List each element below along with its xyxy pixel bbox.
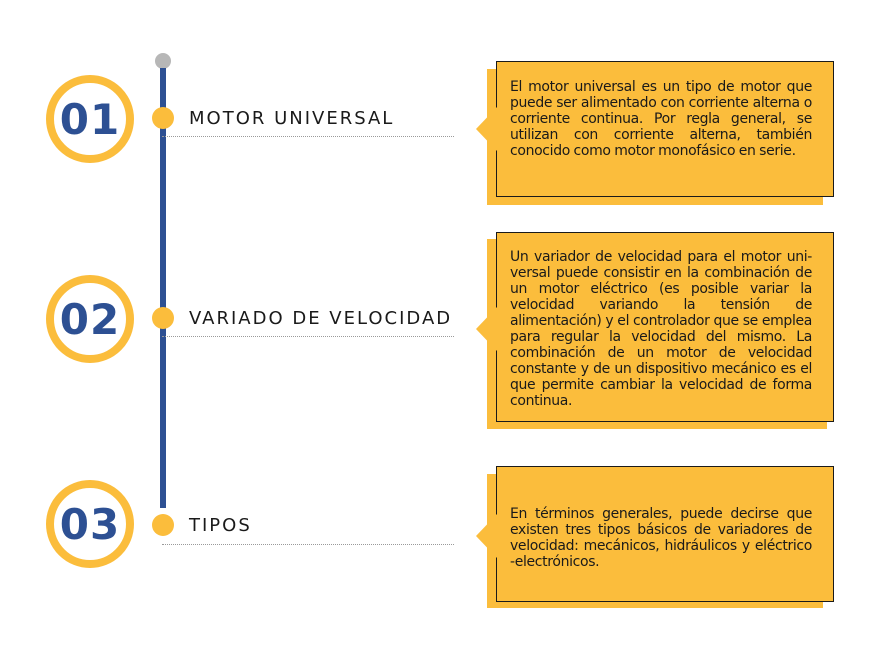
description-card: [496, 232, 834, 422]
step-title: VARIADO DE VELOCIDAD: [189, 308, 453, 329]
step-description: El motor universal es un tipo de motor q…: [510, 79, 812, 159]
card-pointer: [476, 107, 497, 151]
dotted-connector: [162, 136, 454, 137]
step-number-badge: 03: [46, 480, 134, 568]
step-title: MOTOR UNIVERSAL: [189, 108, 395, 129]
timeline-dot: [152, 307, 174, 329]
step-title: TIPOS: [189, 515, 252, 536]
card-pointer: [476, 307, 497, 351]
timeline-dot: [152, 107, 174, 129]
dotted-connector: [162, 336, 454, 337]
step-description: Un variador de velocidad para el motor u…: [510, 249, 812, 409]
step-number-badge: 02: [46, 275, 134, 363]
dotted-connector: [162, 544, 454, 545]
step-description: En términos generales, puede decirse que…: [510, 506, 812, 570]
card-pointer: [476, 514, 497, 558]
timeline-line: [160, 68, 166, 508]
description-card: [496, 61, 834, 197]
timeline-dot: [152, 514, 174, 536]
description-card: [496, 466, 834, 602]
step-number-badge: 01: [46, 75, 134, 163]
timeline-start-cap: [155, 53, 171, 69]
